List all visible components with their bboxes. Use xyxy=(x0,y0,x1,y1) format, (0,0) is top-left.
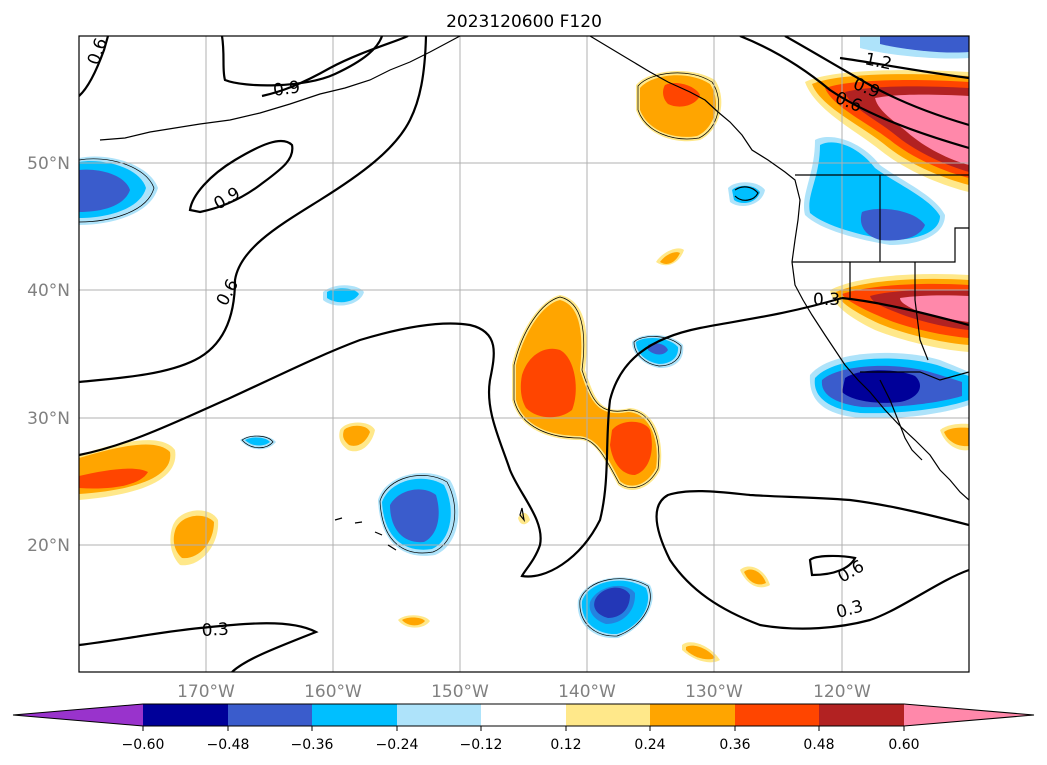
colorbar-bin xyxy=(481,704,566,726)
colorbar-tick-label: −0.36 xyxy=(291,737,334,753)
colorbar-bin xyxy=(819,704,904,726)
colorbar-tick-label: 0.24 xyxy=(634,737,665,753)
colorbar-tick-label: −0.48 xyxy=(207,737,250,753)
map-area: 0.6 0.9 0.9 0.6 0.3 0.3 0.6 0.3 1.2 0.9 … xyxy=(79,36,969,672)
lon-tick-label: 130°W xyxy=(685,682,743,702)
colorbar-bin xyxy=(228,704,312,726)
contour-label: 0.9 xyxy=(272,77,302,101)
lat-tick-label: 20°N xyxy=(27,536,70,556)
colorbar: −0.60 −0.48 −0.36 −0.24 −0.12 0.12 0.24 … xyxy=(12,703,1035,753)
lon-tick-label: 170°W xyxy=(177,682,235,702)
map-frame xyxy=(78,35,970,673)
colorbar-ticks xyxy=(142,726,905,731)
figure-title: 2023120600 F120 xyxy=(446,12,602,32)
colorbar-tick-label: −0.60 xyxy=(122,737,165,753)
longitude-labels: 170°W 160°W 150°W 140°W 130°W 120°W xyxy=(177,682,871,702)
colorbar-bin xyxy=(650,704,735,726)
lat-tick-label: 40°N xyxy=(27,281,70,301)
colorbar-bin xyxy=(312,704,397,726)
coastlines xyxy=(99,36,969,551)
lon-tick-label: 120°W xyxy=(813,682,871,702)
colorbar-tick-label: −0.24 xyxy=(376,737,419,753)
colorbar-bin xyxy=(397,704,481,726)
colorbar-tick-label: 0.48 xyxy=(803,737,834,753)
lon-tick-label: 140°W xyxy=(558,682,616,702)
colorbar-tick-label: 0.12 xyxy=(550,737,581,753)
latitude-labels: 50°N 40°N 30°N 20°N xyxy=(27,154,70,556)
colorbar-under-arrow xyxy=(13,704,143,726)
lat-tick-label: 30°N xyxy=(27,409,70,429)
colorbar-bin xyxy=(143,704,228,726)
contour-lines xyxy=(79,36,969,672)
contour-label: 0.3 xyxy=(201,620,229,641)
lon-tick-label: 160°W xyxy=(304,682,362,702)
colorbar-over-arrow xyxy=(904,704,1034,726)
colorbar-tick-label: 0.60 xyxy=(888,737,919,753)
lon-tick-label: 150°W xyxy=(431,682,489,702)
contour-label: 0.3 xyxy=(813,290,840,310)
colorbar-tick-labels: −0.60 −0.48 −0.36 −0.24 −0.12 0.12 0.24 … xyxy=(122,737,920,753)
lat-tick-label: 50°N xyxy=(27,154,70,174)
colorbar-bin xyxy=(735,704,819,726)
colorbar-tick-label: −0.12 xyxy=(460,737,503,753)
colorbar-bin xyxy=(566,704,650,726)
shade-outlines xyxy=(79,72,719,637)
shaded-anomalies xyxy=(79,36,969,663)
colorbar-tick-label: 0.36 xyxy=(719,737,750,753)
